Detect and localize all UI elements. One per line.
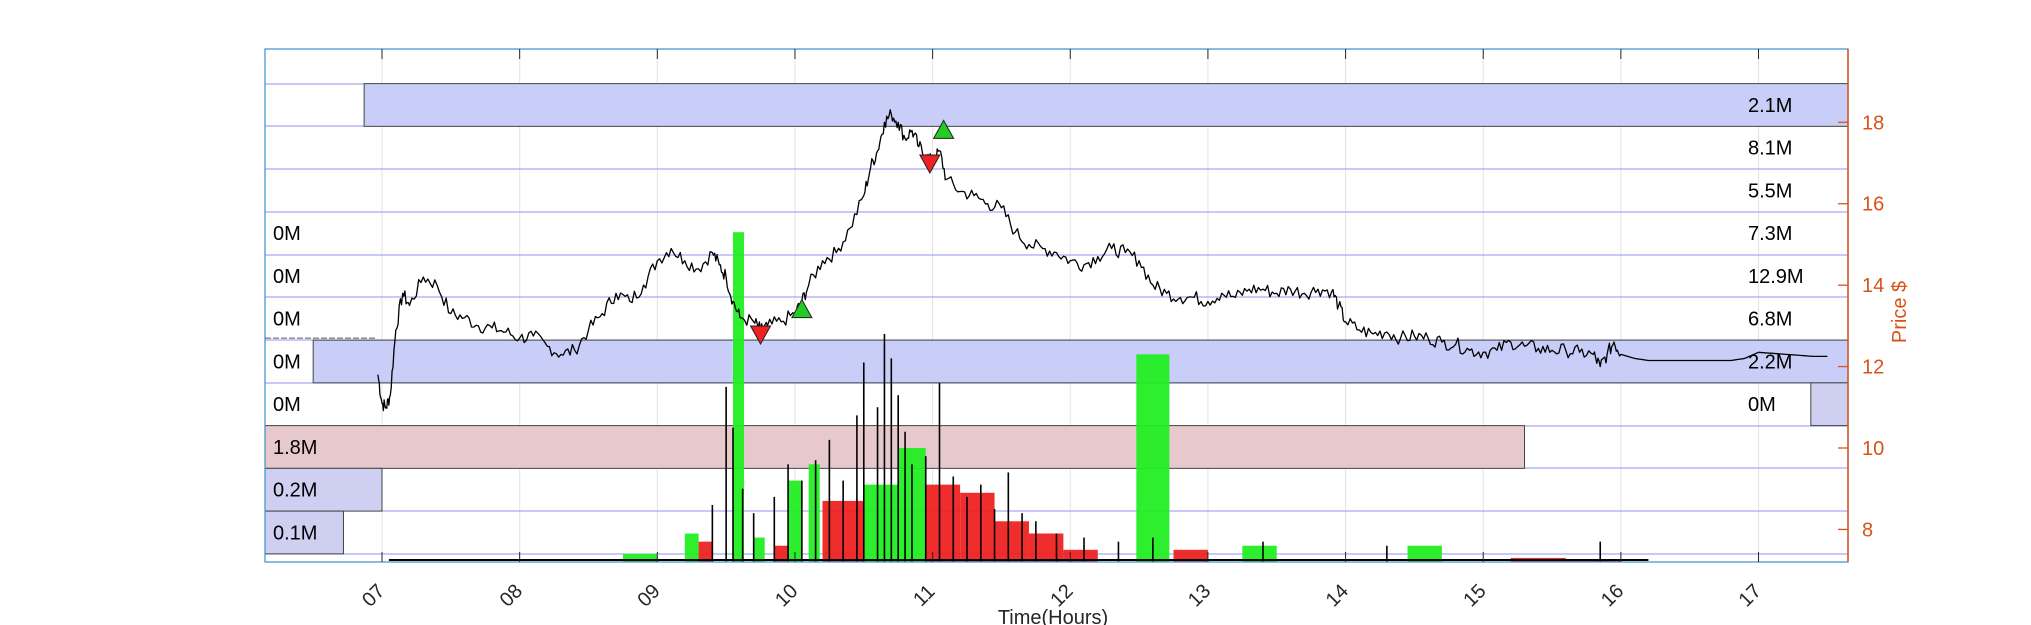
volume-profile-label-right: 0M xyxy=(1748,394,1776,416)
grid-layer xyxy=(265,49,1848,562)
volume-profile-label-left: 0M xyxy=(273,351,301,373)
volume-bar xyxy=(1242,545,1277,562)
volume-bar xyxy=(1063,549,1098,562)
plot-area xyxy=(265,49,1848,562)
volume-profile-label-left: 0M xyxy=(273,309,301,331)
volume-profile-label-right: 2.2M xyxy=(1748,351,1792,373)
volume-profile-label-right: 5.5M xyxy=(1748,180,1792,202)
price-series-layer xyxy=(265,109,1828,412)
volume-bar xyxy=(698,541,713,562)
volume-profile-label-right: 12.9M xyxy=(1748,266,1804,288)
volume-bar xyxy=(1407,545,1442,562)
x-axis-label: Time(Hours) xyxy=(998,607,1108,625)
volume-profile-layer xyxy=(264,83,1849,555)
y-axis-label: Price $ xyxy=(1889,281,1911,343)
price-tick-label: 14 xyxy=(1862,275,1884,297)
volume-bar xyxy=(1136,354,1170,562)
price-tick-label: 10 xyxy=(1862,438,1884,460)
volume-profile-bar xyxy=(1810,382,1849,427)
price-line xyxy=(377,109,1828,412)
buy-marker xyxy=(790,298,813,319)
volume-bar xyxy=(753,537,765,562)
volume-profile-bar xyxy=(264,510,344,555)
volume-profile-bar xyxy=(264,425,1526,469)
volume-profile-bar xyxy=(363,83,1849,127)
price-tick-label: 8 xyxy=(1862,519,1873,541)
buy-marker xyxy=(932,119,955,139)
volume-bar xyxy=(808,464,820,562)
volume-bar xyxy=(1173,549,1208,562)
volume-bar xyxy=(684,533,699,562)
price-tick-label: 12 xyxy=(1862,357,1884,379)
volume-profile-label-right: 7.3M xyxy=(1748,223,1792,245)
sell-marker xyxy=(919,154,941,175)
volume-bar xyxy=(994,521,1029,562)
price-tick-label: 18 xyxy=(1862,112,1884,134)
volume-profile-bar xyxy=(264,467,383,512)
volume-bar xyxy=(733,232,745,562)
volume-profile-label-left: 0M xyxy=(273,223,301,245)
volume-profile-label-right: 6.8M xyxy=(1748,309,1792,331)
volume-bar xyxy=(960,492,995,562)
volume-profile-label-right: 8.1M xyxy=(1748,138,1792,160)
volume-bar xyxy=(863,484,899,562)
trade-markers-layer xyxy=(749,119,955,346)
volume-bar xyxy=(788,480,802,562)
volume-profile-label-left: 0.2M xyxy=(273,480,317,502)
volume-profile-label-left: 0.1M xyxy=(273,522,317,544)
volume-profile-label-left: 0M xyxy=(273,394,301,416)
volume-profile-label-left: 1.8M xyxy=(273,437,317,459)
volume-bar xyxy=(1028,533,1064,562)
volume-profile-bar xyxy=(312,339,1849,384)
sell-marker xyxy=(749,325,772,346)
volume-profile-label-left: 0M xyxy=(273,266,301,288)
price-tick-label: 16 xyxy=(1862,194,1884,216)
volume-bars-layer xyxy=(388,232,1649,562)
volume-bar xyxy=(622,553,658,562)
profile-labels-layer: 0M 0M 0M 0M 0M 1.8M 0.2M 0.1M 2.1M 8.1M 5.5M 7.3M 12… xyxy=(273,95,1804,544)
volume-profile-label-right: 2.1M xyxy=(1748,95,1792,117)
volume-bar xyxy=(925,484,961,562)
volume-bar xyxy=(774,545,789,562)
